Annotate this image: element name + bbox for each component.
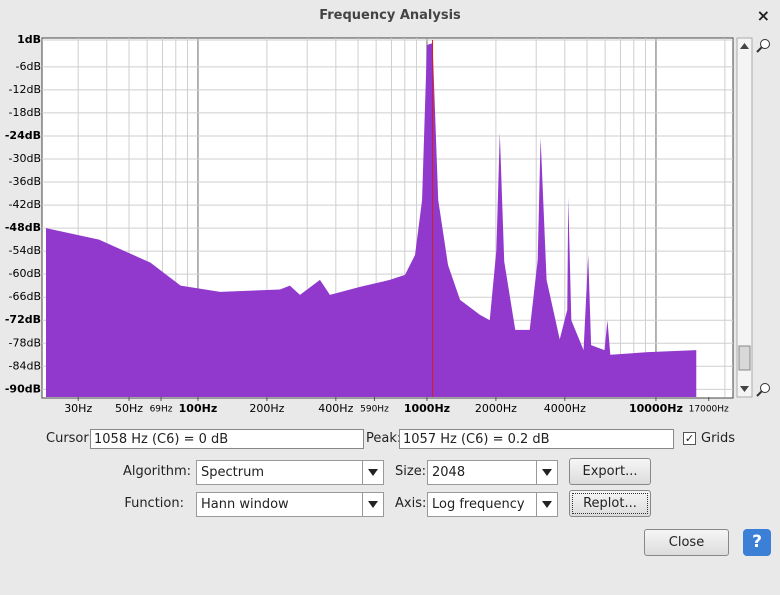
scroll-down[interactable] <box>740 386 749 392</box>
x-tick-label: 50Hz <box>115 402 143 415</box>
x-tick-label: 590Hz <box>360 405 389 415</box>
zoom-in[interactable] <box>756 39 770 53</box>
close-icon[interactable]: × <box>756 6 770 25</box>
size-value: 2048 <box>432 465 466 480</box>
x-tick-label: 4000Hz <box>544 402 586 415</box>
grids-checkbox[interactable]: ✓ <box>683 432 696 445</box>
export-button[interactable]: Export... <box>569 458 651 485</box>
y-tick-label: -90dB <box>5 382 41 395</box>
y-tick-label: -6dB <box>16 60 42 73</box>
y-tick-label: -36dB <box>9 175 42 188</box>
algorithm-combo[interactable]: Spectrum <box>196 460 384 485</box>
x-tick-label: 400Hz <box>318 402 353 415</box>
spectrum-area <box>46 43 697 397</box>
cursor-field: 1058 Hz (C6) = 0 dB <box>90 429 364 449</box>
y-tick-label: -42dB <box>9 198 42 211</box>
axis-value: Log frequency <box>432 497 525 512</box>
replot-button[interactable]: Replot... <box>569 490 651 517</box>
y-tick-label: -72dB <box>5 313 41 326</box>
x-tick-label: 17000Hz <box>689 405 729 415</box>
size-label: Size: <box>395 464 427 479</box>
cursor-label: Cursor: <box>46 431 93 446</box>
function-value: Hann window <box>201 497 289 512</box>
scroll-up[interactable] <box>740 43 749 49</box>
x-tick-label: 1000Hz <box>404 402 450 415</box>
size-combo[interactable]: 2048 <box>427 460 558 485</box>
axis-label: Axis: <box>395 496 427 511</box>
y-tick-label: -12dB <box>9 83 42 96</box>
peak-label: Peak: <box>366 431 402 446</box>
function-combo[interactable]: Hann window <box>196 492 384 517</box>
y-tick-label: -84dB <box>9 359 42 372</box>
x-tick-label: 30Hz <box>64 402 92 415</box>
x-tick-label: 200Hz <box>249 402 284 415</box>
y-tick-label: -18dB <box>9 106 42 119</box>
x-tick-label: 69Hz <box>150 405 173 415</box>
y-tick-label: -30dB <box>9 152 42 165</box>
help-button[interactable]: ? <box>743 529 771 556</box>
y-tick-label: -60dB <box>9 267 42 280</box>
x-tick-label: 2000Hz <box>475 402 517 415</box>
axis-combo[interactable]: Log frequency <box>427 492 558 517</box>
spectrum-plot: 1dB -6dB -12dB -18dB -24dB -30dB -36dB -42dB -48… <box>5 33 770 415</box>
scroll-thumb[interactable] <box>738 345 751 371</box>
y-tick-label: -66dB <box>9 290 42 303</box>
y-tick-label: -54dB <box>9 244 42 257</box>
y-tick-label: -78dB <box>9 336 42 349</box>
zoom-out[interactable] <box>756 383 770 397</box>
window-title: Frequency Analysis <box>319 8 461 23</box>
algorithm-label: Algorithm: <box>122 464 191 479</box>
y-tick-label: -24dB <box>5 129 41 142</box>
close-button[interactable]: Close <box>644 529 729 556</box>
peak-field: 1057 Hz (C6) = 0.2 dB <box>399 429 674 449</box>
y-tick-label: -48dB <box>5 221 41 234</box>
function-label: Function: <box>124 496 184 511</box>
algorithm-value: Spectrum <box>201 465 264 480</box>
scrollbar[interactable] <box>736 37 753 398</box>
grids-label: Grids <box>701 431 736 446</box>
x-tick-label: 100Hz <box>179 402 218 415</box>
x-tick-label: 10000Hz <box>629 402 683 415</box>
y-tick-label: 1dB <box>17 33 41 46</box>
